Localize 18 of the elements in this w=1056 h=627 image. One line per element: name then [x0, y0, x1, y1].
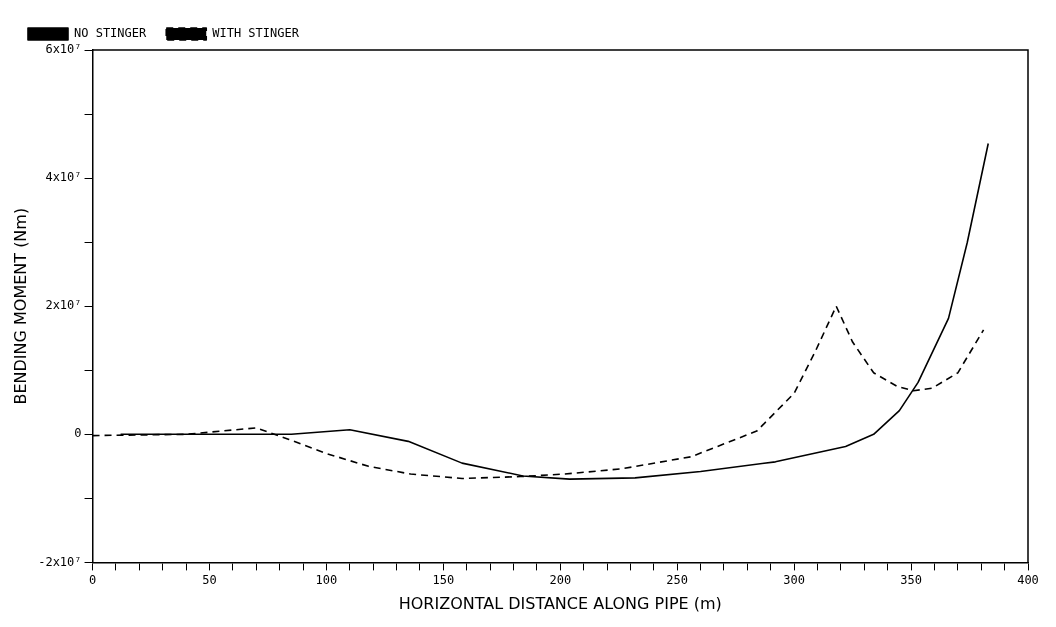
legend-label: WITH STINGER	[212, 26, 300, 41]
x-tick-label: 100	[315, 572, 338, 587]
x-tick-label: 400	[1017, 572, 1039, 587]
y-tick-label: 2x10⁷	[45, 298, 82, 313]
y-tick-label: 6x10⁷	[45, 42, 82, 57]
y-axis-title: BENDING MOMENT (Nm)	[10, 207, 30, 405]
legend-label: NO STINGER	[74, 26, 148, 41]
x-axis-title: HORIZONTAL DISTANCE ALONG PIPE (m)	[398, 593, 722, 613]
y-tick-label: 4x10⁷	[45, 170, 82, 185]
x-tick-label: 200	[549, 572, 572, 587]
x-tick-label: 250	[666, 572, 689, 587]
x-tick-label: 0	[88, 572, 97, 587]
x-tick-label: 350	[900, 572, 922, 587]
y-tick-label: -2x10⁷	[38, 554, 82, 569]
x-tick-label: 150	[432, 572, 455, 587]
y-tick-label: 0	[74, 426, 82, 441]
x-tick-label: 50	[202, 572, 217, 587]
x-tick-label: 300	[783, 572, 805, 587]
